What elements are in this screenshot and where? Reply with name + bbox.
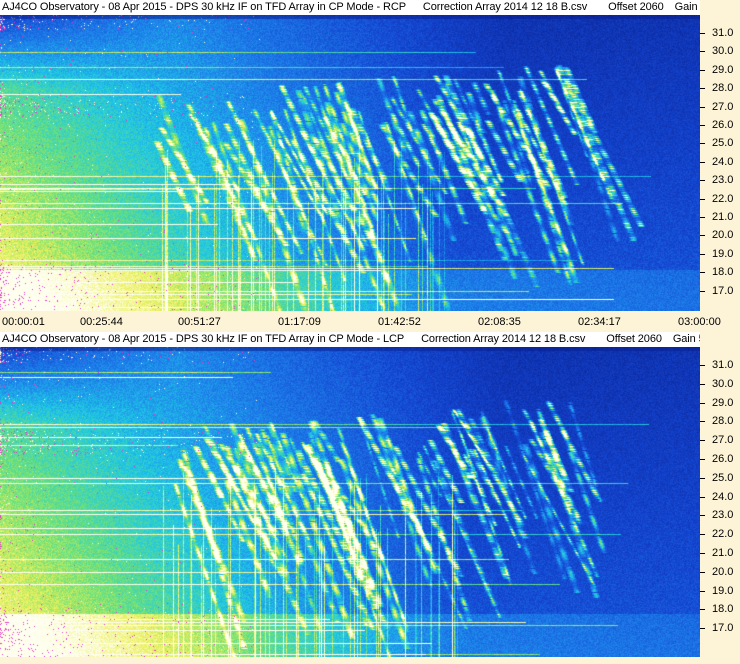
frequency-tick-label: 18.0 [712, 266, 734, 279]
frequency-tick-label: 30.0 [712, 377, 734, 390]
time-tick-label: 03:00:00 [678, 316, 721, 328]
frequency-tick [700, 272, 705, 274]
frequency-tick [700, 571, 705, 573]
correction-array-label: Correction Array 2014 12 18 B.csv [421, 333, 586, 345]
time-tick-label: 00:25:44 [80, 316, 123, 328]
panel-title-bar: AJ4CO Observatory - 08 Apr 2015 - DPS 30… [0, 0, 700, 15]
frequency-tick [700, 51, 705, 53]
frequency-tick [700, 440, 705, 442]
frequency-tick-label: 30.0 [712, 45, 734, 58]
frequency-tick [700, 235, 705, 237]
frequency-tick-label: 25.0 [712, 137, 734, 150]
frequency-tick [700, 609, 705, 611]
time-tick-label: 00:51:27 [178, 316, 221, 328]
frequency-tick [700, 125, 705, 126]
frequency-tick [700, 69, 705, 71]
frequency-tick-label: 19.0 [712, 584, 734, 597]
time-tick-label: 02:34:17 [578, 316, 621, 328]
frequency-tick-label: 21.0 [712, 211, 734, 223]
frequency-tick-label: 26.0 [712, 119, 734, 131]
frequency-tick [700, 553, 705, 554]
time-tick-label: 01:42:52 [378, 316, 421, 328]
frequency-tick [700, 383, 705, 385]
frequency-tick [700, 496, 705, 498]
frequency-tick [700, 161, 705, 163]
frequency-tick [700, 253, 705, 255]
correction-array-label: Correction Array 2014 12 18 B.csv [422, 1, 588, 13]
gain-label: Gain 5.0 [672, 333, 700, 345]
frequency-tick [700, 106, 705, 108]
frequency-tick-label: 31.0 [712, 359, 734, 371]
frequency-tick [700, 143, 705, 145]
frequency-tick [700, 534, 705, 536]
gain-label: Gain 5.0 [674, 1, 700, 13]
offset-label: Offset 2060 [606, 333, 662, 345]
frequency-tick-label: 24.0 [712, 155, 734, 168]
time-tick-label: 01:17:09 [278, 316, 321, 328]
panel-title: AJ4CO Observatory - 08 Apr 2015 - DPS 30… [2, 333, 405, 345]
lcp-panel: AJ4CO Observatory - 08 Apr 2015 - DPS 30… [0, 332, 740, 664]
frequency-tick [700, 590, 705, 592]
rcp-spectrogram[interactable] [0, 15, 700, 311]
panel-title-bar: AJ4CO Observatory - 08 Apr 2015 - DPS 30… [0, 332, 700, 347]
rcp-panel: AJ4CO Observatory - 08 Apr 2015 - DPS 30… [0, 0, 740, 332]
offset-label: Offset 2060 [608, 1, 664, 13]
frequency-tick-label: 25.0 [712, 471, 734, 484]
panel-title: AJ4CO Observatory - 08 Apr 2015 - DPS 30… [2, 1, 406, 13]
frequency-tick-label: 21.0 [712, 547, 734, 559]
frequency-tick-label: 18.0 [712, 603, 734, 616]
frequency-tick [700, 198, 705, 200]
frequency-tick-label: 26.0 [712, 453, 734, 465]
frequency-tick [700, 515, 705, 517]
frequency-tick-label: 24.0 [712, 490, 734, 503]
frequency-tick [700, 421, 705, 423]
frequency-tick-label: 29.0 [712, 63, 734, 76]
frequency-tick [700, 180, 705, 182]
frequency-axis: 31.0 30.0 29.0 28.0 27.0 26.0 25.0 24.0 23.0 22.0… [700, 347, 740, 657]
frequency-tick [700, 402, 705, 404]
frequency-tick-label: 27.0 [712, 100, 734, 113]
frequency-axis: 31.0 30.0 29.0 28.0 27.0 26.0 25.0 24.0 23.0 22.0… [700, 15, 740, 311]
time-tick-label: 02:08:35 [478, 316, 521, 328]
frequency-tick [700, 217, 705, 218]
frequency-tick-label: 20.0 [712, 229, 734, 242]
frequency-tick [700, 290, 705, 292]
frequency-tick-label: 20.0 [712, 565, 734, 578]
lcp-spectrogram[interactable] [0, 347, 700, 657]
frequency-tick-label: 28.0 [712, 415, 734, 428]
frequency-tick-label: 27.0 [712, 434, 734, 447]
time-tick-label: 00:00:01 [2, 316, 45, 328]
frequency-tick [700, 88, 705, 90]
frequency-tick-label: 22.0 [712, 192, 734, 205]
frequency-tick-label: 29.0 [712, 396, 734, 409]
frequency-tick [700, 459, 705, 460]
frequency-tick-label: 17.0 [712, 622, 734, 635]
frequency-tick-label: 23.0 [712, 509, 734, 522]
frequency-tick-label: 17.0 [712, 284, 734, 297]
frequency-tick [700, 365, 705, 366]
frequency-tick [700, 628, 705, 630]
frequency-tick [700, 33, 705, 34]
frequency-tick [700, 477, 705, 479]
frequency-tick-label: 28.0 [712, 82, 734, 95]
frequency-tick-label: 31.0 [712, 27, 734, 39]
time-axis: 00:00:01 00:25:44 00:51:27 01:17:09 01:42:52… [0, 311, 740, 332]
frequency-tick-label: 22.0 [712, 528, 734, 541]
frequency-tick-label: 23.0 [712, 174, 734, 187]
frequency-tick-label: 19.0 [712, 247, 734, 260]
